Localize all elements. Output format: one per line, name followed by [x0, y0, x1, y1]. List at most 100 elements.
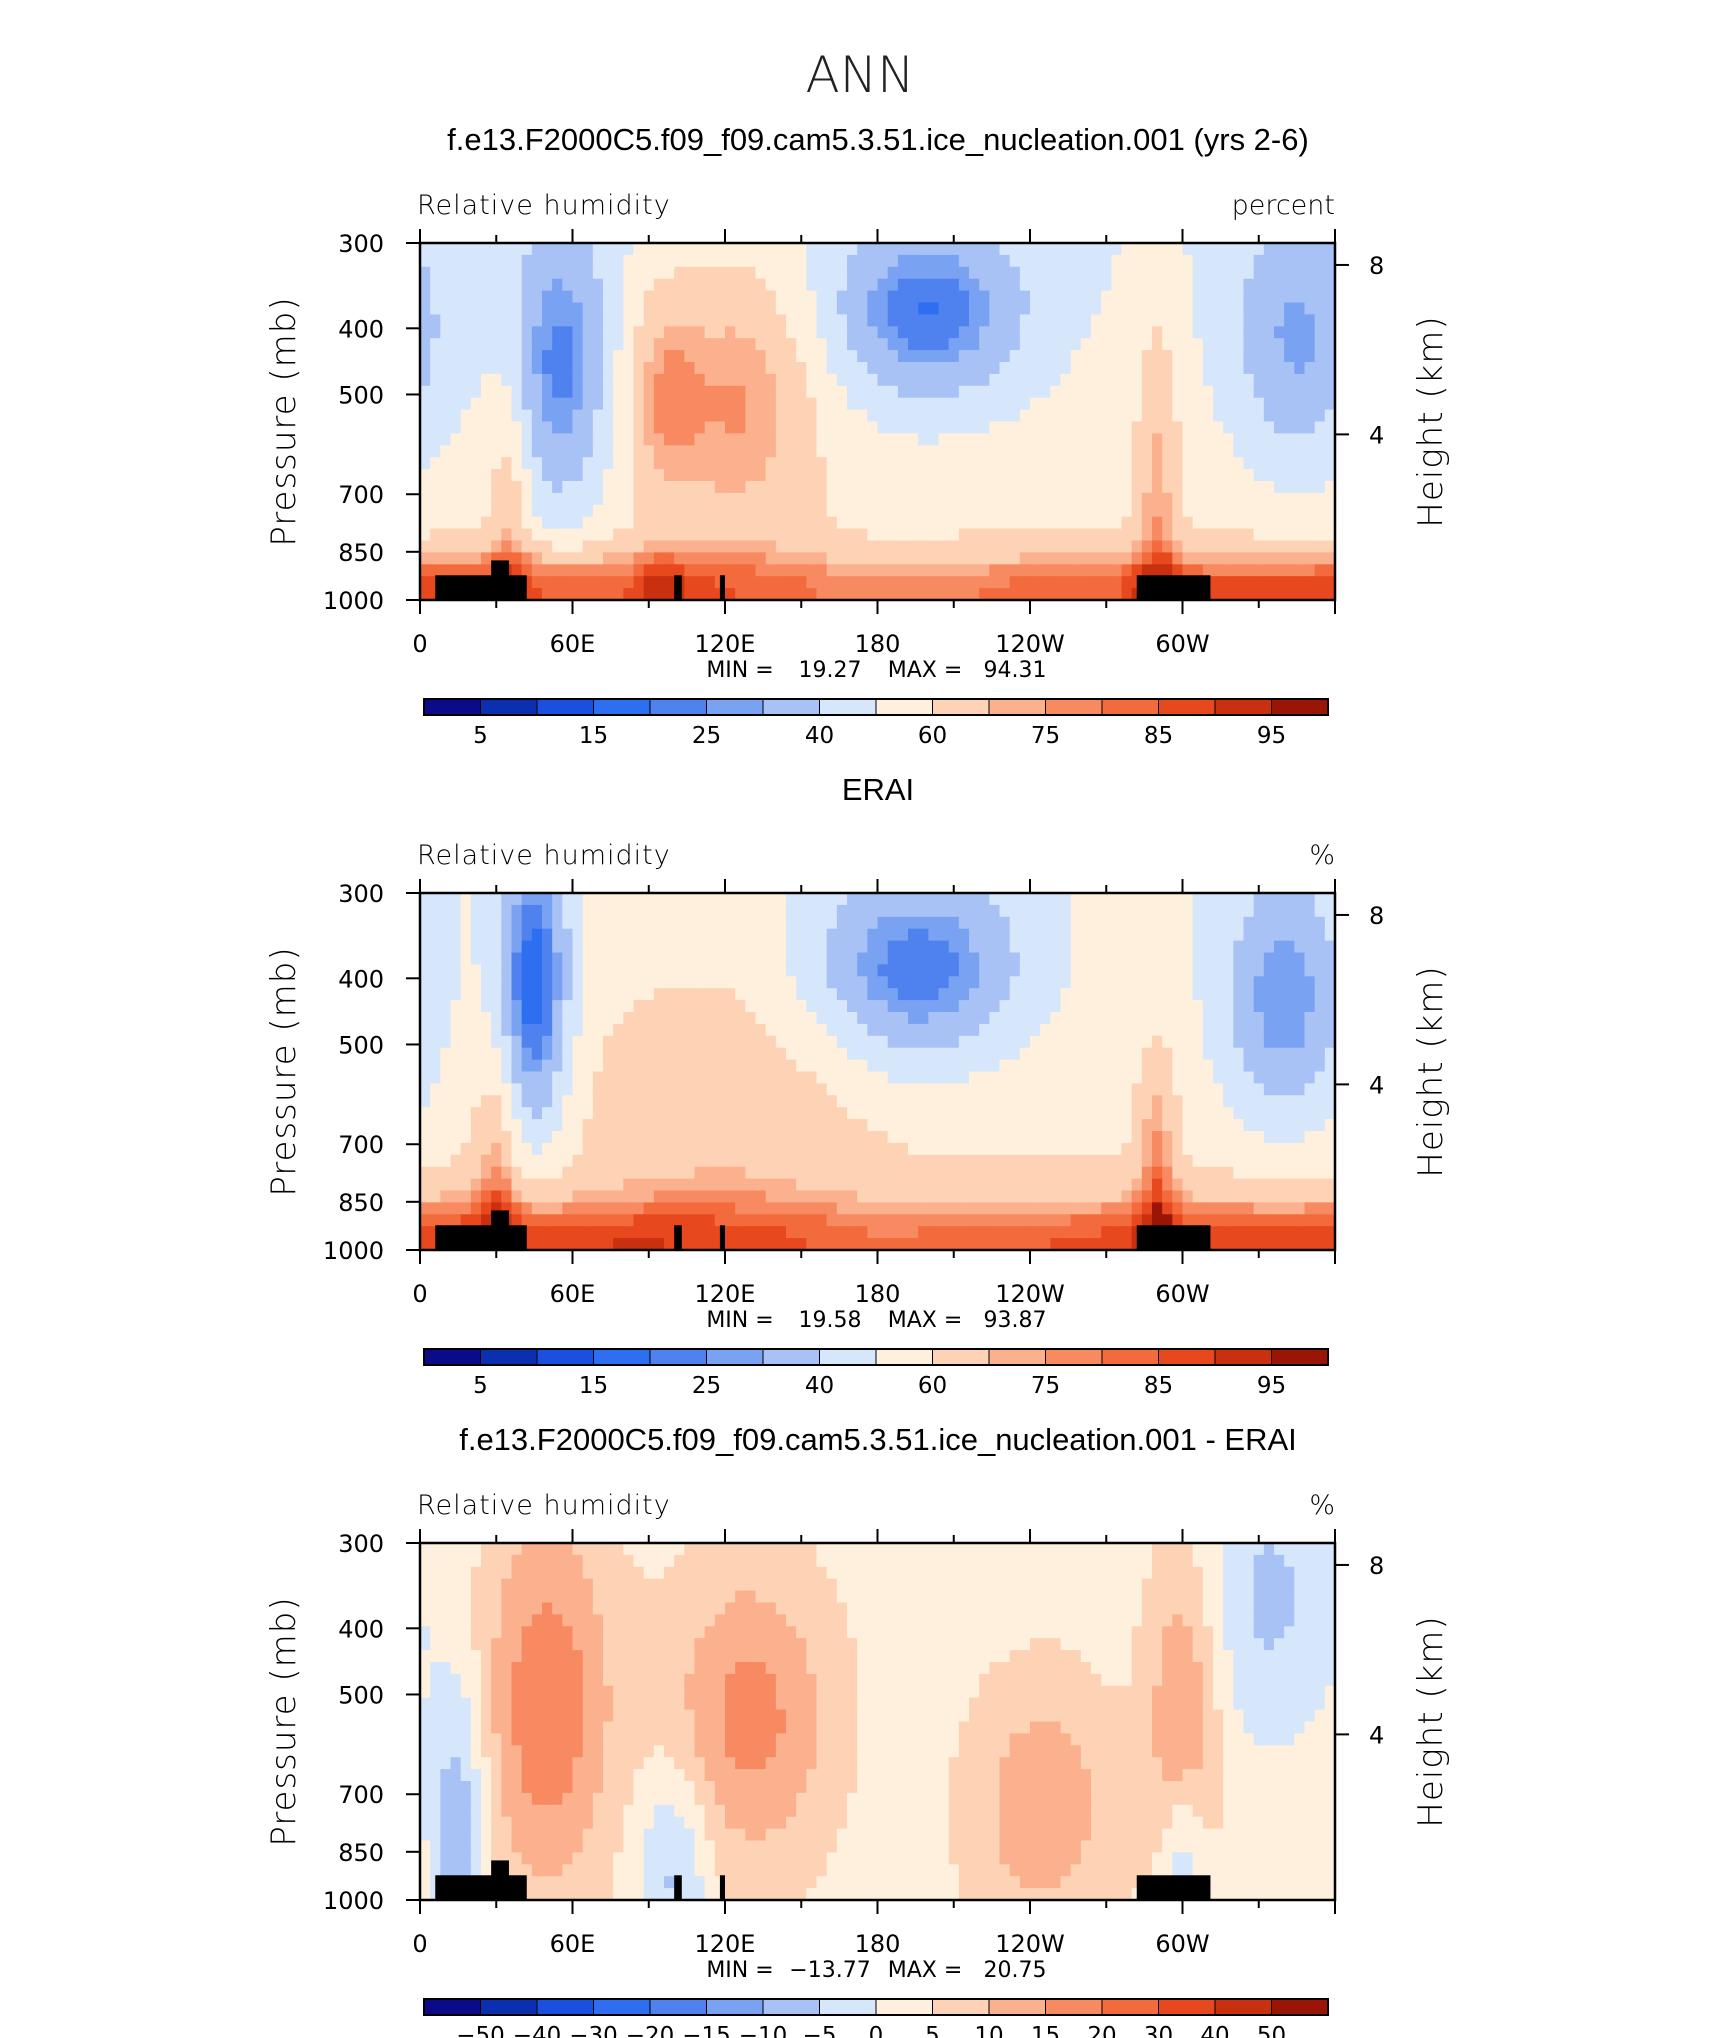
contour-cell — [1060, 338, 1072, 351]
contour-cell — [460, 421, 472, 434]
contour-cell — [1233, 350, 1245, 363]
contour-cell — [826, 1142, 838, 1156]
contour-cell — [979, 1142, 990, 1156]
contour-cell — [582, 1119, 594, 1132]
contour-cell — [969, 338, 980, 351]
contour-cell — [582, 350, 594, 363]
contour-cell — [613, 421, 624, 434]
contour-cell — [1019, 564, 1031, 577]
contour-cell — [908, 1095, 919, 1108]
contour-cell — [1091, 481, 1102, 494]
contour-cell — [877, 1119, 889, 1132]
contour-cell — [491, 1059, 502, 1073]
contour-cell — [867, 409, 879, 423]
contour-cell — [1050, 588, 1062, 601]
contour-cell — [1172, 904, 1184, 918]
contour-cell — [796, 421, 807, 434]
contour-cell — [867, 1071, 879, 1084]
contour-cell — [531, 302, 543, 315]
contour-cell — [836, 1023, 848, 1037]
contour-cell — [1091, 916, 1102, 930]
contour-cell — [572, 1059, 584, 1073]
contour-cell — [897, 1142, 909, 1156]
contour-cell — [674, 445, 685, 458]
contour-cell — [592, 1131, 604, 1144]
contour-cell — [989, 552, 1001, 565]
contour-cell — [1263, 1035, 1275, 1049]
contour-cell — [1030, 1154, 1041, 1168]
contour-cell — [725, 916, 736, 930]
contour-cell — [491, 1178, 502, 1192]
contour-cell — [908, 457, 919, 470]
contour-cell — [918, 314, 929, 327]
contour-cell — [836, 516, 848, 530]
contour-cell — [1253, 362, 1265, 375]
contour-cell — [643, 1023, 655, 1037]
contour-cell — [1182, 1071, 1194, 1084]
contour-cell — [572, 1154, 584, 1168]
contour-cell — [765, 350, 777, 363]
contour-cell — [847, 481, 858, 494]
contour-cell — [531, 1083, 543, 1096]
contour-cell — [592, 1154, 604, 1168]
contour-cell — [1080, 1142, 1092, 1156]
contour-cell — [1263, 481, 1275, 494]
contour-cell — [999, 952, 1011, 965]
contour-cell — [684, 528, 696, 542]
contour-cell — [1009, 552, 1021, 565]
contour-cell — [1121, 1000, 1133, 1013]
contour-cell — [552, 1023, 563, 1037]
contour-cell — [623, 940, 635, 954]
contour-cell — [531, 326, 543, 339]
panel-1: f.e13.F2000C5.f09_f09.cam5.3.51.ice_nucl… — [264, 122, 1451, 749]
contour-cell — [562, 326, 574, 339]
contour-cell — [816, 243, 828, 256]
contour-cell — [1162, 1119, 1173, 1132]
colorbar-swatch — [1101, 698, 1159, 716]
contour-cell — [999, 1095, 1011, 1108]
contour-cell — [491, 373, 502, 387]
contour-cell — [755, 564, 767, 577]
contour-cell — [603, 1142, 614, 1156]
contour-cell — [470, 243, 482, 256]
contour-cell — [572, 1083, 584, 1096]
contour-cell — [674, 302, 685, 315]
contour-cell — [1253, 504, 1265, 518]
contour-cell — [420, 904, 431, 918]
contour-cell — [1223, 1083, 1234, 1096]
y-tick-label: 300 — [338, 230, 384, 258]
contour-cell — [1284, 266, 1295, 280]
contour-cell — [1152, 243, 1163, 256]
contour-cell — [948, 540, 960, 553]
contour-cell — [786, 564, 797, 577]
contour-cell — [948, 421, 960, 434]
contour-cell — [897, 492, 909, 506]
contour-cell — [918, 1095, 929, 1108]
contour-cell — [958, 1154, 970, 1168]
contour-cell — [1060, 350, 1072, 363]
contour-cell — [1192, 1095, 1204, 1108]
contour-cell — [745, 338, 757, 351]
contour-cell — [877, 940, 889, 954]
contour-cell — [653, 1154, 665, 1168]
contour-cell — [572, 1071, 584, 1084]
contour-cell — [796, 469, 807, 482]
contour-cell — [491, 433, 502, 446]
contour-cell — [969, 1107, 980, 1120]
contour-cell — [572, 421, 584, 434]
contour-cell — [420, 409, 431, 423]
contour-cell — [1101, 1095, 1112, 1108]
contour-cell — [1131, 940, 1143, 954]
contour-cell — [562, 266, 574, 280]
contour-cell — [1253, 552, 1265, 565]
panel-right-label: percent — [1232, 190, 1335, 221]
contour-cell — [1202, 964, 1214, 977]
contour-cell — [623, 290, 635, 304]
contour-cell — [694, 1059, 706, 1073]
contour-cell — [420, 540, 431, 553]
contour-cell — [572, 445, 584, 458]
contour-cell — [847, 290, 858, 304]
contour-cell — [653, 528, 665, 542]
contour-cell — [653, 588, 665, 601]
contour-cell — [694, 278, 706, 292]
